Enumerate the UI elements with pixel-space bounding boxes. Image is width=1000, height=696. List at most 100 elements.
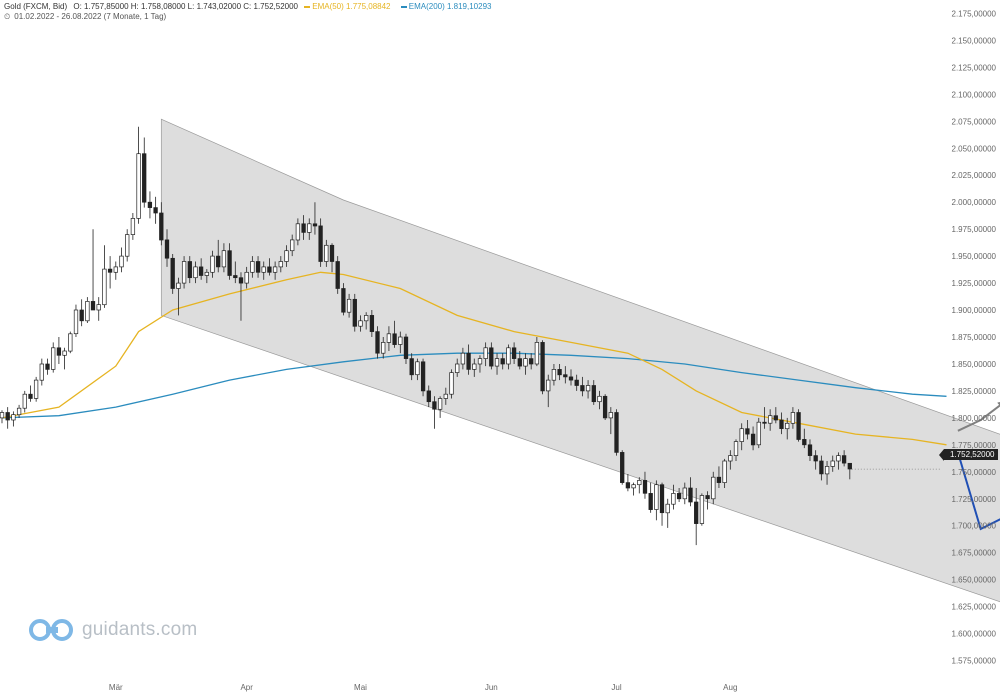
candle-body-down [426, 390, 431, 403]
guidants-logo: guidants.com [28, 617, 197, 643]
candle-body-up [73, 309, 79, 335]
candle-body-up [494, 358, 500, 367]
candle-body-down [489, 347, 494, 367]
date-range-label: 01.02.2022 - 26.08.2022 (7 Monate, 1 Tag… [14, 12, 167, 21]
candle-body-down [159, 212, 164, 241]
candle [585, 380, 591, 399]
candle-body-down [56, 347, 62, 356]
candle [773, 407, 778, 424]
candle [642, 471, 648, 499]
x-tick-label: Mai [354, 683, 367, 692]
candle [250, 256, 255, 278]
candle [654, 480, 659, 521]
candle-body-down [107, 268, 113, 273]
candle-body-down [574, 379, 579, 386]
candle-body-up [506, 347, 511, 365]
last-price-tag: 1.752,52000 [939, 449, 998, 461]
candle-body-down [580, 385, 585, 392]
candle-body-up [62, 350, 67, 356]
candle [244, 266, 249, 289]
candle [290, 234, 295, 257]
candle [227, 243, 232, 280]
candle-body-down [238, 277, 244, 284]
candle-body-up [398, 336, 403, 345]
candle [847, 462, 852, 480]
candle [506, 344, 511, 370]
candle-body-down [620, 452, 625, 483]
candle-body-up [176, 282, 181, 289]
candle-body-up [671, 493, 676, 505]
candle-body-up [711, 476, 716, 500]
candle [181, 256, 187, 289]
y-tick-label: 2.175,00000 [952, 10, 997, 19]
candle-body-up [16, 407, 22, 416]
candle [312, 202, 318, 235]
candle-body-up [546, 379, 551, 392]
x-tick-label: Jun [485, 683, 498, 692]
candle-body-down [312, 223, 318, 227]
y-tick-label: 1.625,00000 [952, 603, 997, 612]
candle-body-down [511, 347, 517, 359]
candle [477, 355, 483, 373]
candle [85, 297, 90, 323]
candle [733, 439, 739, 461]
candle-body-up [307, 223, 312, 233]
candle-body-down [198, 266, 204, 276]
y-tick-label: 1.950,00000 [952, 252, 997, 261]
candle-body-up [102, 268, 107, 306]
candle-body-up [443, 393, 448, 399]
candle [341, 283, 346, 316]
candle [45, 358, 50, 375]
candle-body-up [204, 271, 209, 276]
candle [785, 417, 790, 440]
candle [90, 229, 96, 311]
candle-body-down [563, 374, 568, 378]
candle-body-up [22, 393, 27, 409]
y-tick-label: 1.800,00000 [952, 414, 997, 423]
candle [142, 137, 147, 208]
candle [500, 353, 505, 370]
candle-body-down [227, 250, 232, 276]
candle [591, 380, 596, 405]
candle-body-up [284, 250, 289, 262]
candle [756, 417, 761, 449]
candle-body-up [460, 352, 466, 365]
candle-body-up [181, 261, 187, 284]
candle-body-down [255, 261, 261, 273]
candle-body-down [762, 421, 767, 424]
candle [153, 196, 158, 224]
candle [386, 326, 392, 351]
candle [546, 374, 551, 408]
candle [346, 293, 352, 318]
candle-body-down [841, 455, 847, 464]
candle-body-up [358, 320, 363, 327]
candle [272, 261, 278, 280]
candle-body-down [796, 412, 801, 440]
candle [221, 243, 227, 273]
candle-body-up [665, 503, 670, 514]
candle-body-down [216, 255, 221, 268]
candle [711, 471, 716, 505]
candle [238, 272, 244, 321]
candle [540, 340, 545, 395]
candle [762, 407, 767, 429]
candle-body-down [813, 455, 818, 462]
candle [22, 390, 27, 413]
candle-body-up [790, 412, 796, 424]
candle [170, 254, 175, 294]
candle-body-down [187, 261, 192, 279]
candle [267, 258, 272, 276]
y-tick-label: 1.575,00000 [952, 657, 997, 666]
candle-body-up [290, 239, 295, 252]
candle-body-up [0, 412, 5, 419]
candle-body-down [602, 395, 608, 419]
y-tick-label: 2.025,00000 [952, 171, 997, 180]
candle-body-up [96, 304, 101, 311]
candle-body-up [608, 412, 613, 419]
candle-body-up [221, 250, 227, 268]
candle [824, 461, 830, 485]
candle [375, 326, 380, 359]
candle [676, 488, 682, 502]
candle-body-up [699, 495, 705, 524]
